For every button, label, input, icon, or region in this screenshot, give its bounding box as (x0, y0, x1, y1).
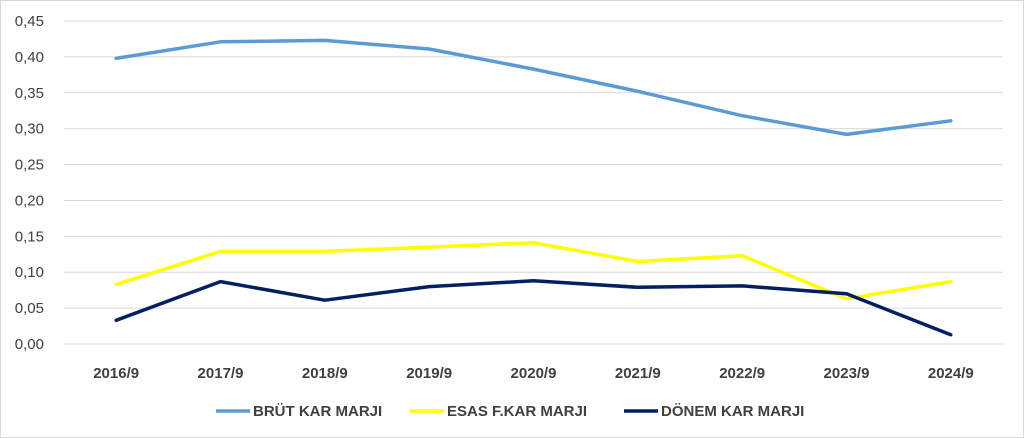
y-tick-label: 0,05 (15, 300, 44, 317)
series-line (114, 241, 953, 301)
x-tick-label: 2017/9 (198, 365, 244, 382)
x-tick-label: 2020/9 (511, 365, 557, 382)
y-tick-label: 0,35 (15, 85, 44, 102)
x-tick-label: 2019/9 (406, 365, 452, 382)
legend-label: DÖNEM KAR MARJI (661, 403, 804, 420)
legend-label: BRÜT KAR MARJI (253, 403, 382, 420)
y-tick-label: 0,10 (15, 264, 44, 281)
series-line (114, 38, 953, 137)
x-tick-label: 2018/9 (302, 365, 348, 382)
x-tick-label: 2021/9 (615, 365, 661, 382)
y-tick-label: 0,45 (15, 13, 44, 30)
series-line (114, 279, 953, 337)
x-tick-label: 2022/9 (719, 365, 765, 382)
y-tick-label: 0,00 (15, 336, 44, 353)
y-tick-label: 0,20 (15, 192, 44, 209)
legend-label: ESAS F.KAR MARJI (447, 403, 587, 420)
y-tick-label: 0,25 (15, 157, 44, 174)
y-tick-label: 0,40 (15, 49, 44, 66)
x-tick-label: 2016/9 (93, 365, 139, 382)
y-tick-label: 0,15 (15, 228, 44, 245)
x-tick-label: 2023/9 (824, 365, 870, 382)
y-tick-label: 0,30 (15, 121, 44, 138)
x-tick-label: 2024/9 (928, 365, 974, 382)
